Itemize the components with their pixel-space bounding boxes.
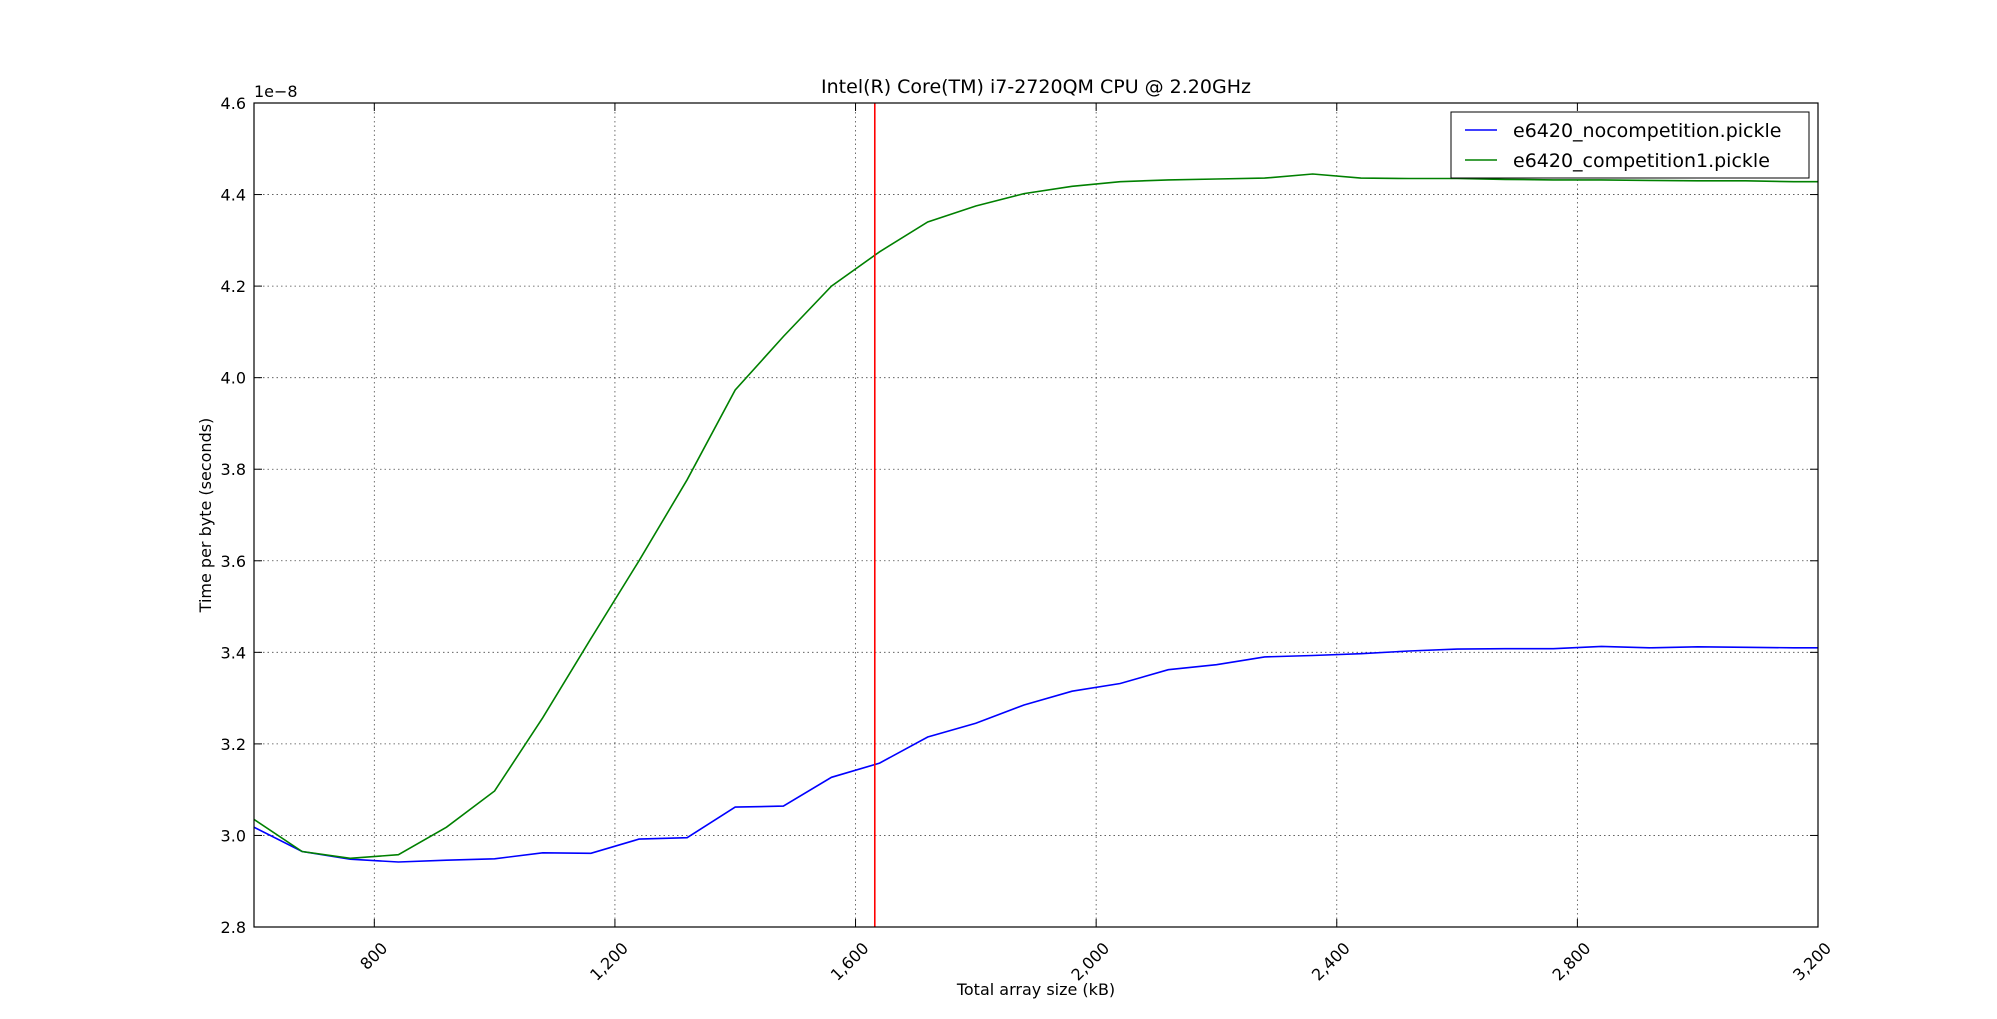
x-tick-label: 3,200 xyxy=(1789,939,1835,985)
y-tick-label: 4.0 xyxy=(221,369,246,388)
legend: e6420_nocompetition.pickle e6420_competit… xyxy=(1450,111,1810,179)
x-tick-label: 2,400 xyxy=(1308,939,1354,985)
legend-entry-label: e6420_nocompetition.pickle xyxy=(1513,120,1781,142)
x-axis-label: Total array size (kB) xyxy=(956,980,1115,999)
series-line xyxy=(253,173,1818,860)
legend-entry-label: e6420_competition1.pickle xyxy=(1513,150,1770,172)
chart-title: Intel(R) Core(TM) i7-2720QM CPU @ 2.20GH… xyxy=(821,76,1251,98)
y-tick-label: 3.8 xyxy=(221,460,246,479)
y-tick-label: 3.2 xyxy=(221,735,246,754)
x-tick-label: 800 xyxy=(356,939,391,974)
y-tick-label: 3.4 xyxy=(221,643,246,662)
y-tick-label: 4.2 xyxy=(221,277,246,296)
y-tick-label: 2.8 xyxy=(221,918,246,937)
x-tick-label: 2,800 xyxy=(1549,939,1595,985)
y-tick-label: 4.4 xyxy=(221,186,246,205)
y-tick-label: 4.6 xyxy=(221,94,246,113)
series-lines xyxy=(253,173,1818,863)
plot-frame xyxy=(253,102,1819,928)
axis-ticks: 800 1,200 1,600 2,000 2,400 2,800 3,200 2.8 3.0 3… xyxy=(221,94,1835,984)
series-line xyxy=(253,645,1818,863)
y-tick-label: 3.0 xyxy=(221,826,246,845)
grid-lines xyxy=(254,102,1819,928)
y-axis-label: Time per byte (seconds) xyxy=(196,418,215,614)
x-tick-label: 2,000 xyxy=(1067,939,1113,985)
x-tick-label: 1,600 xyxy=(827,939,873,985)
y-tick-label: 3.6 xyxy=(221,552,246,571)
legend-box xyxy=(1450,111,1810,179)
x-tick-label: 1,200 xyxy=(586,939,632,985)
y-offset-label: 1e−8 xyxy=(254,82,298,101)
